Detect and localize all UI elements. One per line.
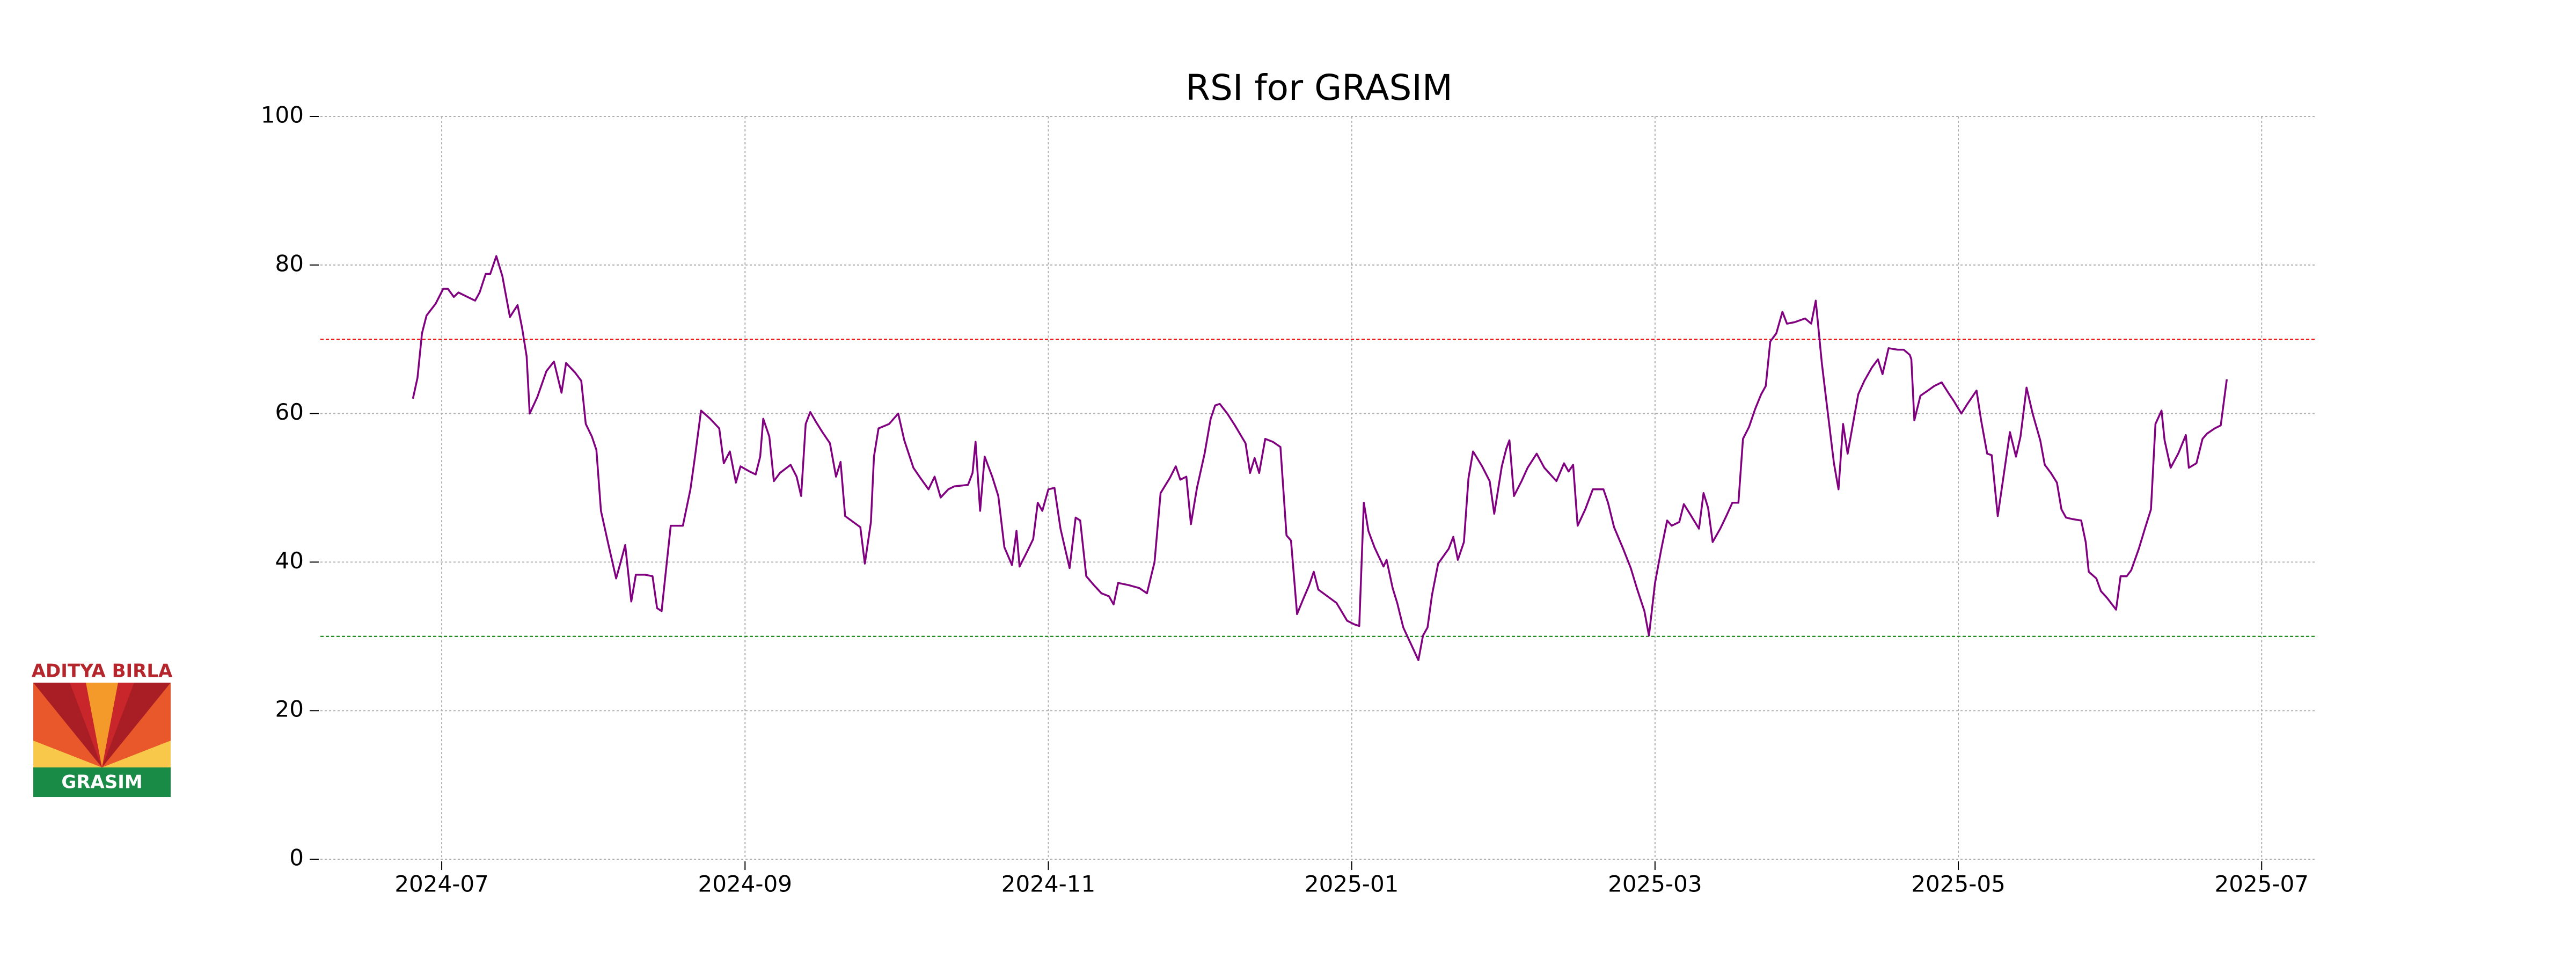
x-tick-label: 2025-01 <box>1305 871 1399 897</box>
y-tick-label: 80 <box>275 250 304 276</box>
x-tick-label: 2025-07 <box>2215 871 2309 897</box>
rsi-line <box>412 255 2228 661</box>
y-tick-label: 100 <box>261 102 304 128</box>
y-tick-label: 0 <box>289 845 304 871</box>
y-tick-label: 60 <box>275 399 304 425</box>
logo-shape <box>102 683 171 767</box>
x-tick-label: 2025-03 <box>1608 871 1702 897</box>
logo-shape <box>86 683 118 767</box>
x-tick-label: 2024-07 <box>394 871 489 897</box>
x-tick-label: 2025-05 <box>1911 871 2006 897</box>
chart-title: RSI for GRASIM <box>1185 67 1453 108</box>
y-tick-label: 20 <box>275 696 304 722</box>
logo-shape <box>102 741 171 767</box>
logo-shape <box>33 741 102 767</box>
logo-shape <box>33 683 102 767</box>
y-tick-label: 40 <box>275 547 304 574</box>
logo-top-text: ADITYA BIRLA <box>32 661 173 682</box>
x-tick-label: 2024-09 <box>698 871 793 897</box>
logo-bottom-text: GRASIM <box>61 772 142 793</box>
x-tick-label: 2024-11 <box>1001 871 1096 897</box>
logo: ADITYA BIRLA GRASIM <box>32 661 173 797</box>
logo-bar <box>33 767 171 797</box>
